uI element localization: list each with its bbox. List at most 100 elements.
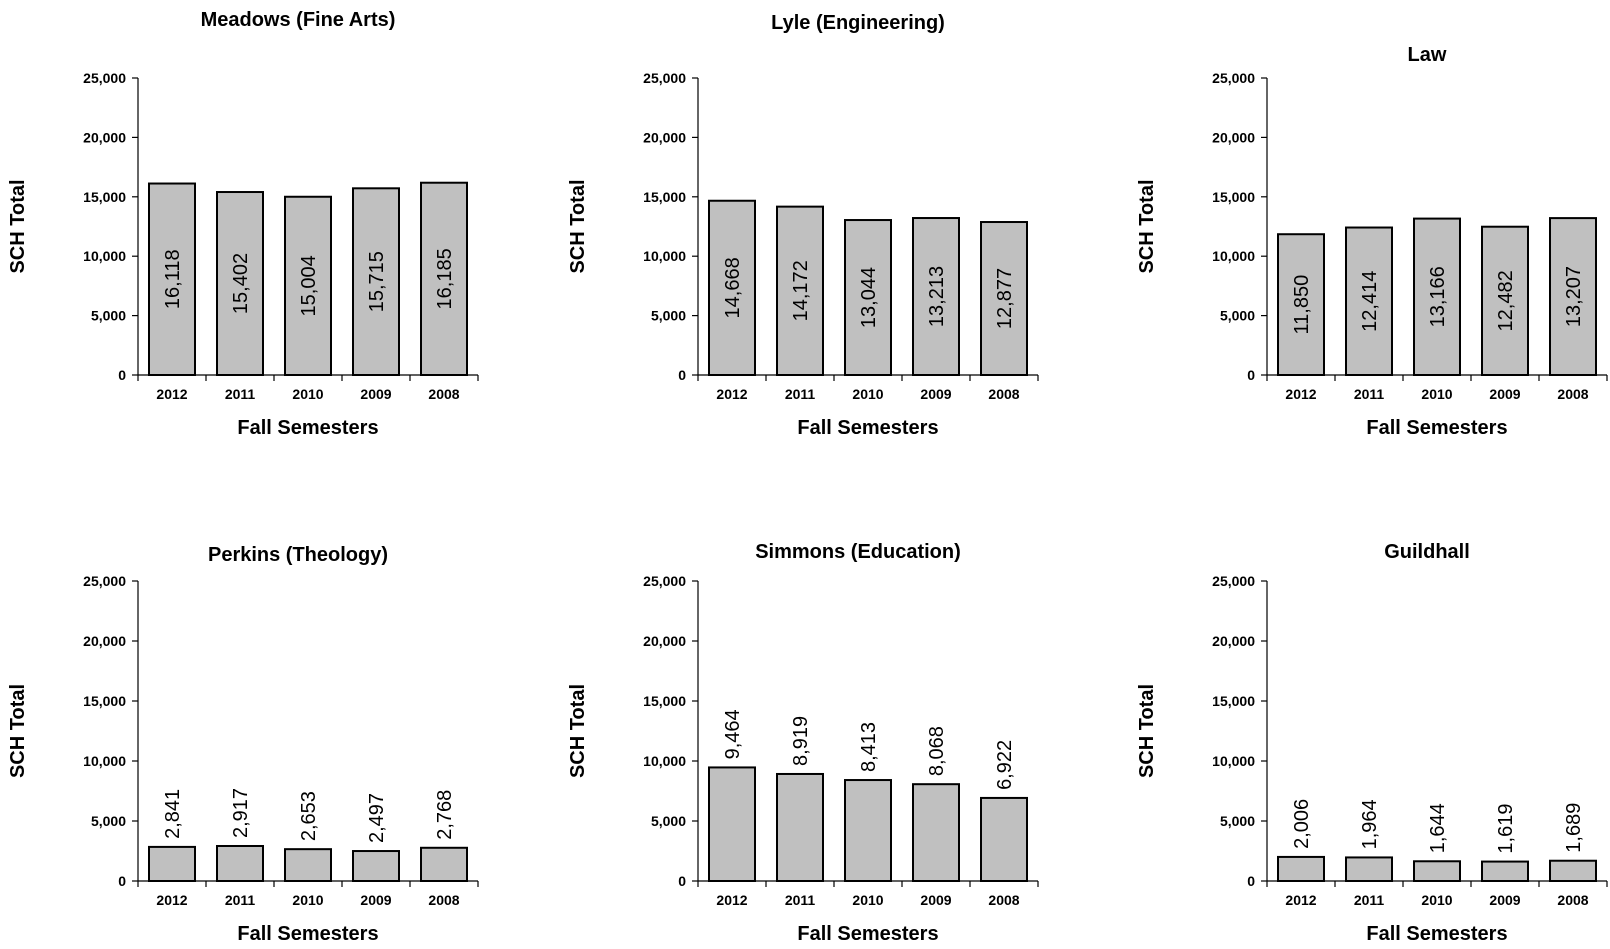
x-tick-label: 2009 (1489, 386, 1520, 402)
y-tick-label: 10,000 (643, 753, 686, 769)
data-label: 14,172 (790, 260, 812, 321)
bar (420, 846, 468, 882)
y-tick-label: 5,000 (91, 813, 126, 829)
y-tick-label: 20,000 (643, 129, 686, 145)
data-label: 16,118 (162, 249, 184, 309)
data-label: 12,482 (1495, 270, 1517, 331)
x-tick-label: 2011 (785, 892, 816, 908)
x-axis-label: Fall Semesters (797, 923, 938, 945)
y-axis-label: SCH Total (567, 684, 589, 778)
x-tick-label: 2012 (716, 892, 747, 908)
y-tick-label: 20,000 (1212, 129, 1255, 145)
bar (708, 199, 756, 376)
x-tick-label: 2010 (852, 386, 883, 402)
y-tick-label: 25,000 (83, 70, 126, 86)
x-tick-label: 2011 (225, 892, 256, 908)
y-tick-label: 20,000 (83, 633, 126, 649)
x-axis-label: Fall Semesters (1366, 923, 1507, 945)
y-tick-label: 10,000 (643, 248, 686, 264)
bar (1345, 856, 1393, 883)
y-tick-label: 25,000 (83, 573, 126, 589)
y-tick-label: 0 (118, 873, 126, 889)
y-tick-label: 25,000 (643, 70, 686, 86)
x-tick-label: 2009 (360, 386, 391, 402)
data-label: 8,919 (790, 716, 812, 766)
y-tick-label: 0 (1247, 873, 1255, 889)
bar (352, 850, 400, 883)
bar (776, 772, 824, 882)
data-label: 1,644 (1427, 803, 1449, 853)
x-axis-label: Fall Semesters (237, 417, 378, 439)
bar (1277, 855, 1325, 882)
chart-title: Lyle (Engineering) (771, 12, 945, 34)
data-label: 13,207 (1563, 266, 1585, 327)
chart-title: Meadows (Fine Arts) (201, 9, 396, 31)
x-tick-label: 2011 (1354, 386, 1385, 402)
y-tick-label: 15,000 (83, 189, 126, 205)
data-label: 12,877 (994, 268, 1016, 329)
data-label: 16,185 (434, 248, 456, 309)
y-tick-label: 25,000 (1212, 70, 1255, 86)
bar (1277, 233, 1325, 376)
x-tick-label: 2008 (428, 386, 459, 402)
bar (148, 182, 196, 376)
bar (980, 796, 1028, 882)
data-label: 8,068 (926, 726, 948, 776)
bar (980, 221, 1028, 376)
data-label: 13,166 (1427, 266, 1449, 327)
y-tick-label: 5,000 (1220, 813, 1255, 829)
y-tick-label: 5,000 (1220, 308, 1255, 324)
y-axis-label: SCH Total (567, 179, 589, 273)
data-label: 12,414 (1359, 271, 1381, 332)
x-tick-label: 2008 (1557, 386, 1588, 402)
y-tick-label: 20,000 (83, 129, 126, 145)
bar (1549, 859, 1597, 882)
x-tick-label: 2008 (988, 386, 1019, 402)
y-tick-label: 20,000 (1212, 633, 1255, 649)
bar (420, 181, 468, 376)
data-label: 1,964 (1359, 799, 1381, 849)
y-tick-label: 15,000 (643, 693, 686, 709)
x-tick-label: 2012 (156, 892, 187, 908)
data-label: 11,850 (1291, 275, 1313, 335)
y-axis-label: SCH Total (1136, 684, 1158, 778)
x-tick-label: 2011 (1354, 892, 1385, 908)
bar (1549, 217, 1597, 376)
bar (912, 217, 960, 376)
bar (216, 844, 264, 882)
chart-title: Guildhall (1384, 541, 1470, 563)
y-tick-label: 0 (118, 367, 126, 383)
data-label: 15,402 (230, 253, 252, 314)
y-tick-label: 10,000 (83, 248, 126, 264)
y-tick-label: 0 (678, 367, 686, 383)
x-tick-label: 2009 (920, 892, 951, 908)
x-tick-label: 2011 (785, 386, 816, 402)
y-tick-label: 15,000 (1212, 693, 1255, 709)
bar (148, 845, 196, 883)
y-axis-label: SCH Total (1136, 179, 1158, 273)
data-label: 9,464 (722, 709, 744, 759)
bar (1345, 226, 1393, 376)
data-label: 2,497 (366, 793, 388, 843)
data-label: 2,768 (434, 790, 456, 840)
x-tick-label: 2008 (988, 892, 1019, 908)
data-label: 2,917 (230, 788, 252, 838)
y-tick-label: 10,000 (83, 753, 126, 769)
chart-title: Simmons (Education) (755, 541, 961, 563)
data-label: 15,004 (298, 255, 320, 316)
y-tick-label: 0 (678, 873, 686, 889)
x-tick-label: 2009 (360, 892, 391, 908)
x-tick-label: 2008 (428, 892, 459, 908)
bar (844, 219, 892, 376)
x-tick-label: 2009 (920, 386, 951, 402)
chart-title: Perkins (Theology) (208, 544, 388, 566)
y-tick-label: 25,000 (643, 573, 686, 589)
data-label: 2,006 (1291, 799, 1313, 849)
bar (1481, 225, 1529, 376)
y-axis-label: SCH Total (7, 179, 29, 273)
x-tick-label: 2012 (716, 386, 747, 402)
data-label: 15,715 (366, 251, 388, 312)
